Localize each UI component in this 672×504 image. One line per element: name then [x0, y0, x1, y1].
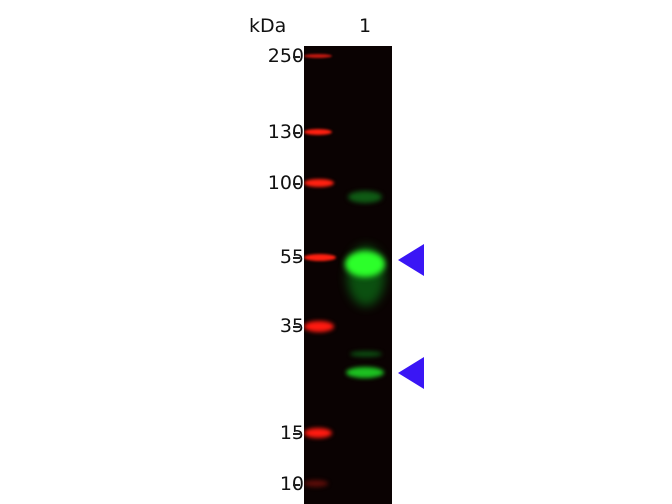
- ladder-band-15: [304, 428, 332, 438]
- ladder-band-55: [304, 254, 336, 261]
- marker-tick: [293, 484, 300, 486]
- marker-label-10: 10: [279, 473, 304, 495]
- marker-tick: [293, 257, 300, 259]
- ladder-band-35: [304, 321, 334, 332]
- marker-label-100: 100: [267, 172, 304, 194]
- sample-band-55: [345, 251, 385, 277]
- ladder-band-100: [304, 179, 334, 187]
- ladder-band-10: [304, 480, 328, 487]
- sample-band-95: [348, 191, 382, 203]
- marker-label-55: 55: [279, 246, 304, 268]
- marker-label-130: 130: [267, 121, 304, 143]
- marker-label-15: 15: [279, 422, 304, 444]
- marker-label-250: 250: [267, 45, 304, 67]
- ladder-band-250: [304, 54, 332, 58]
- marker-tick: [293, 56, 300, 58]
- sample-band-25: [346, 367, 384, 378]
- lane-label-1: 1: [359, 15, 372, 37]
- arrowhead-left-icon: [398, 357, 424, 389]
- marker-label-35: 35: [279, 315, 304, 337]
- sample-band-26-upper: [350, 351, 382, 357]
- unit-label: kDa: [249, 15, 287, 37]
- marker-tick: [293, 132, 300, 134]
- western-blot-image: [304, 46, 392, 504]
- marker-tick: [293, 183, 300, 185]
- arrowhead-left-icon: [398, 244, 424, 276]
- ladder-band-130: [304, 129, 332, 135]
- marker-tick: [293, 433, 300, 435]
- marker-tick: [293, 326, 300, 328]
